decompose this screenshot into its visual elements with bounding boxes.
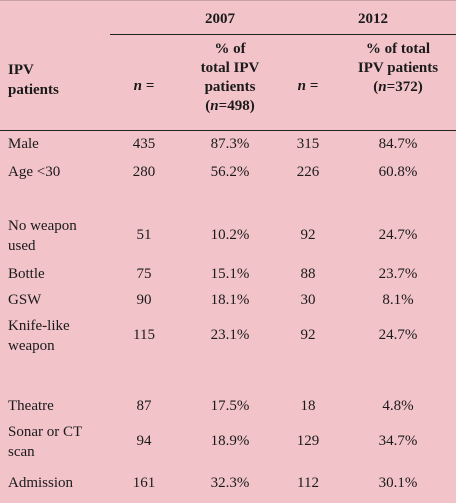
cell-n2007: 435 <box>132 136 156 152</box>
row-header-label: IPV patients <box>8 62 59 98</box>
cell-pct2012: 8.1% <box>382 292 414 308</box>
pct-header-2012: % of total IPV patients (n=372) <box>357 41 439 95</box>
cell-pct2012: 34.7% <box>378 433 418 449</box>
row-label: Bottle <box>8 266 45 282</box>
cell-pct2007: 18.1% <box>210 292 250 308</box>
cell-n2007: 280 <box>132 164 156 180</box>
row-label: Knife-like weapon <box>8 318 70 354</box>
cell-pct2012: 60.8% <box>378 164 418 180</box>
year-rule <box>110 34 456 35</box>
row-label: Male <box>8 136 39 152</box>
cell-n2007: 51 <box>136 227 152 243</box>
top-rule <box>0 0 456 1</box>
cell-n2012: 92 <box>300 227 316 243</box>
cell-n2007: 75 <box>136 266 152 282</box>
cell-pct2007: 15.1% <box>210 266 250 282</box>
cell-pct2012: 24.7% <box>378 327 418 343</box>
cell-n2007: 87 <box>136 398 152 414</box>
cell-pct2012: 30.1% <box>378 475 418 491</box>
cell-pct2012: 24.7% <box>378 227 418 243</box>
cell-pct2007: 10.2% <box>210 227 250 243</box>
cell-n2012: 226 <box>296 164 320 180</box>
cell-pct2012: 4.8% <box>382 398 414 414</box>
n-header-2007: n = <box>133 78 155 94</box>
row-label: No weapon used <box>8 218 77 254</box>
cell-n2012: 129 <box>296 433 320 449</box>
cell-pct2012: 84.7% <box>378 136 418 152</box>
row-label: Age <30 <box>8 164 61 180</box>
cell-pct2007: 18.9% <box>210 433 250 449</box>
cell-n2007: 115 <box>133 327 155 343</box>
cell-pct2007: 17.5% <box>210 398 250 414</box>
year-2007-header: 2007 <box>205 11 235 27</box>
year-2012-header: 2012 <box>358 11 388 27</box>
cell-n2012: 112 <box>297 475 319 491</box>
cell-pct2007: 23.1% <box>210 327 250 343</box>
header-rule <box>0 130 456 131</box>
row-label: Sonar or CT scan <box>8 424 83 460</box>
cell-pct2007: 32.3% <box>210 475 250 491</box>
cell-n2012: 92 <box>300 327 316 343</box>
cell-n2007: 161 <box>132 475 156 491</box>
cell-n2007: 90 <box>136 292 152 308</box>
cell-n2012: 88 <box>300 266 316 282</box>
row-label: Theatre <box>8 398 54 414</box>
row-label: Admission <box>8 475 74 491</box>
row-label: GSW <box>8 292 42 308</box>
pct-header-2007: % of total IPV patients (n=498) <box>200 41 260 114</box>
cell-n2012: 30 <box>300 292 316 308</box>
cell-pct2007: 56.2% <box>210 164 250 180</box>
n-header-2012: n = <box>297 78 319 94</box>
cell-pct2012: 23.7% <box>378 266 418 282</box>
cell-n2012: 315 <box>296 136 320 152</box>
cell-n2012: 18 <box>300 398 316 414</box>
cell-n2007: 94 <box>136 433 152 449</box>
cell-pct2007: 87.3% <box>210 136 250 152</box>
